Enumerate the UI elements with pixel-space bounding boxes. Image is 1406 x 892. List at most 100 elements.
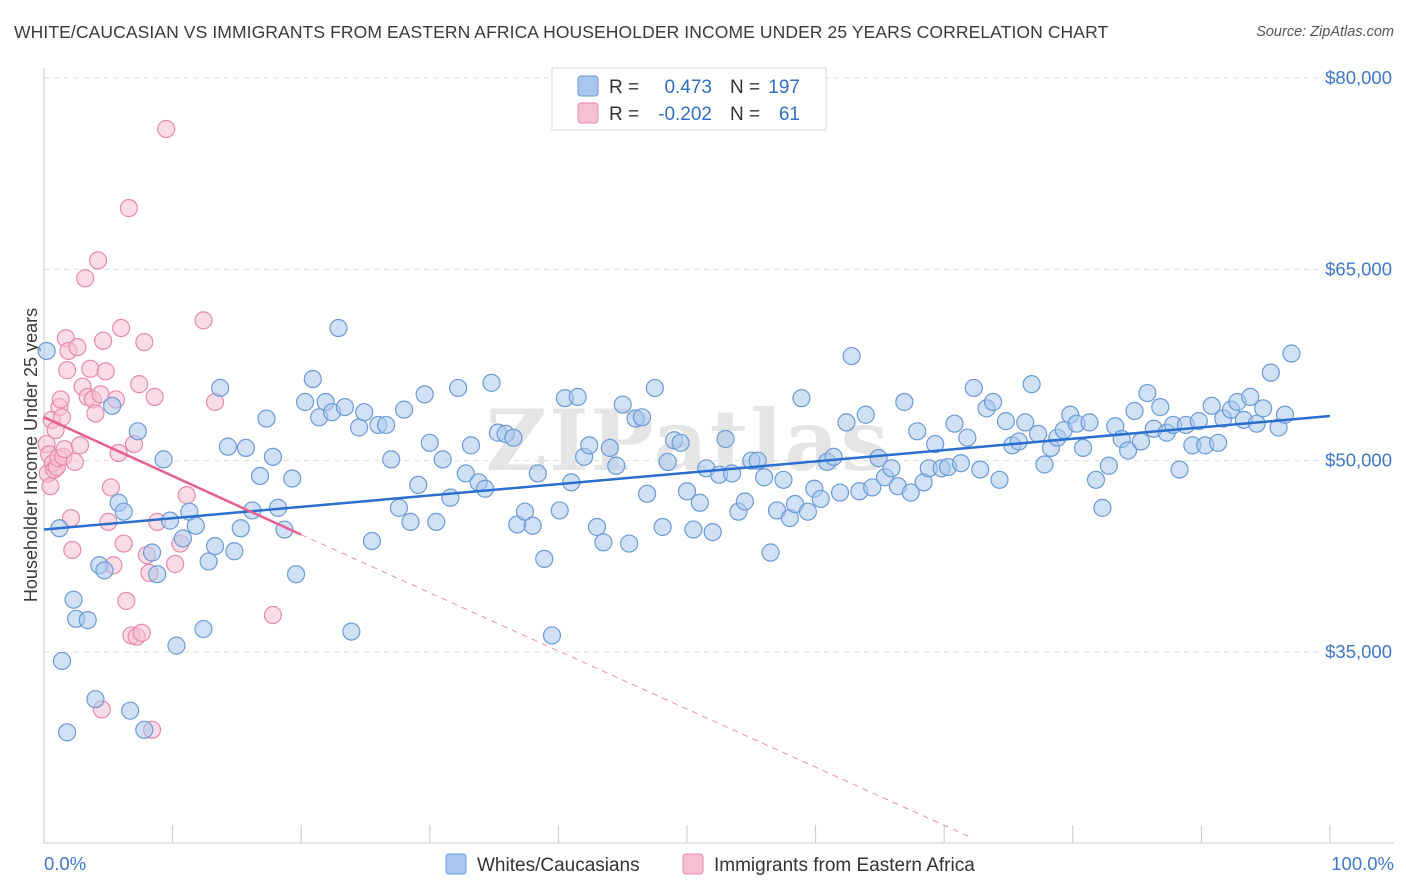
blue-point-14 xyxy=(128,422,147,441)
y-tick-label-1: $50,000 xyxy=(1325,450,1392,471)
grid xyxy=(44,77,1394,653)
blue-point-172 xyxy=(1151,397,1170,417)
y-axis-label: Householder Income Under 25 years xyxy=(21,308,41,602)
blue-point-143 xyxy=(964,378,983,398)
pink-point-21 xyxy=(68,338,87,357)
blue-point-119 xyxy=(811,489,830,509)
y-tick-labels: $35,000 $50,000 $65,000 $80,000 xyxy=(1325,67,1392,662)
pink-point-26 xyxy=(81,359,100,378)
blue-point-87 xyxy=(607,456,626,475)
blue-point-186 xyxy=(1241,387,1260,406)
blue-point-40 xyxy=(295,392,315,412)
blue-point-91 xyxy=(632,408,652,427)
x-tick-labels: 0.0% 100.0% xyxy=(44,853,1394,874)
blue-point-56 xyxy=(401,512,420,531)
blue-point-188 xyxy=(1254,399,1273,418)
blue-point-169 xyxy=(1131,432,1151,451)
blue-point-153 xyxy=(1028,424,1048,443)
blue-point-162 xyxy=(1086,470,1106,489)
blue-point-102 xyxy=(703,522,722,542)
pink-point-16 xyxy=(58,361,77,380)
pink-point-52 xyxy=(145,387,164,406)
bottom-legend-label-blue: Whites/Caucasians xyxy=(477,855,640,876)
pink-point-46 xyxy=(130,375,149,394)
blue-point-113 xyxy=(774,470,793,489)
legend: R = 0.473 N = 197 R = -0.202 N = 61 xyxy=(551,67,827,131)
pink-trend-line xyxy=(43,416,302,536)
legend-r-value-2: -0.202 xyxy=(658,104,712,125)
blue-point-134 xyxy=(908,422,927,441)
blue-point-60 xyxy=(427,512,446,531)
blue-point-94 xyxy=(653,517,672,537)
blue-trend-line xyxy=(43,414,1331,531)
blue-point-57 xyxy=(409,475,428,495)
blue-point-7 xyxy=(86,690,105,709)
pink-point-40 xyxy=(114,534,133,553)
blue-point-21 xyxy=(173,529,192,548)
blue-point-167 xyxy=(1118,441,1138,460)
blue-point-85 xyxy=(594,533,613,552)
pink-point-28 xyxy=(86,404,105,423)
blue-point-54 xyxy=(389,498,409,517)
blue-point-46 xyxy=(335,397,355,417)
blue-point-61 xyxy=(433,450,452,469)
legend-n-value-1: 197 xyxy=(768,77,800,98)
source-label: Source: ZipAtlas.com xyxy=(1256,24,1394,40)
blue-point-100 xyxy=(690,493,709,512)
blue-point-6 xyxy=(78,611,97,630)
legend-r-label-2: R = xyxy=(609,104,639,125)
blue-point-49 xyxy=(355,403,374,422)
y-tick-label-3: $80,000 xyxy=(1325,67,1392,88)
blue-point-62 xyxy=(441,488,460,507)
pink-point-55 xyxy=(166,554,185,574)
blue-point-83 xyxy=(580,436,599,455)
blue-point-164 xyxy=(1099,456,1118,475)
blue-series-points xyxy=(37,318,1301,742)
blue-point-122 xyxy=(830,483,850,502)
pink-point-32 xyxy=(94,331,113,350)
blue-point-4 xyxy=(64,590,83,609)
pink-point-42 xyxy=(119,199,138,218)
blue-point-98 xyxy=(677,482,697,501)
blue-point-117 xyxy=(798,502,817,521)
y-tick-label-0: $35,000 xyxy=(1325,641,1392,662)
blue-point-88 xyxy=(613,395,632,414)
pink-point-54 xyxy=(157,119,176,139)
blue-point-23 xyxy=(186,516,205,535)
blue-point-30 xyxy=(231,519,250,538)
pink-point-3 xyxy=(41,477,60,496)
blue-point-95 xyxy=(658,452,677,472)
blue-point-126 xyxy=(856,405,875,424)
blue-point-141 xyxy=(951,454,971,473)
blue-point-64 xyxy=(456,464,475,483)
blue-point-181 xyxy=(1209,433,1228,452)
pink-point-11 xyxy=(51,390,70,409)
pink-point-29 xyxy=(88,251,108,270)
blue-point-110 xyxy=(755,468,774,487)
pink-point-35 xyxy=(101,478,120,497)
blue-point-123 xyxy=(837,413,856,432)
blue-point-59 xyxy=(420,433,439,452)
blue-point-107 xyxy=(735,492,754,511)
blue-point-68 xyxy=(482,373,501,392)
blue-point-34 xyxy=(257,409,276,428)
blue-point-168 xyxy=(1125,401,1144,421)
pink-point-39 xyxy=(112,318,131,338)
blue-point-140 xyxy=(945,414,964,433)
blue-point-41 xyxy=(303,369,322,389)
blue-point-55 xyxy=(394,400,414,419)
blue-point-16 xyxy=(142,543,162,562)
blue-point-13 xyxy=(121,701,140,720)
blue-point-75 xyxy=(528,464,547,483)
blue-point-9 xyxy=(95,561,114,580)
pink-point-48 xyxy=(135,332,154,352)
blue-point-97 xyxy=(671,433,690,452)
blue-point-73 xyxy=(515,502,535,521)
blue-point-128 xyxy=(869,449,888,468)
legend-swatch-blue xyxy=(577,75,599,97)
trend-lines xyxy=(43,414,1331,838)
blue-point-24 xyxy=(194,619,213,639)
blue-point-39 xyxy=(286,565,306,584)
blue-point-137 xyxy=(926,434,945,454)
blue-point-189 xyxy=(1261,363,1280,382)
